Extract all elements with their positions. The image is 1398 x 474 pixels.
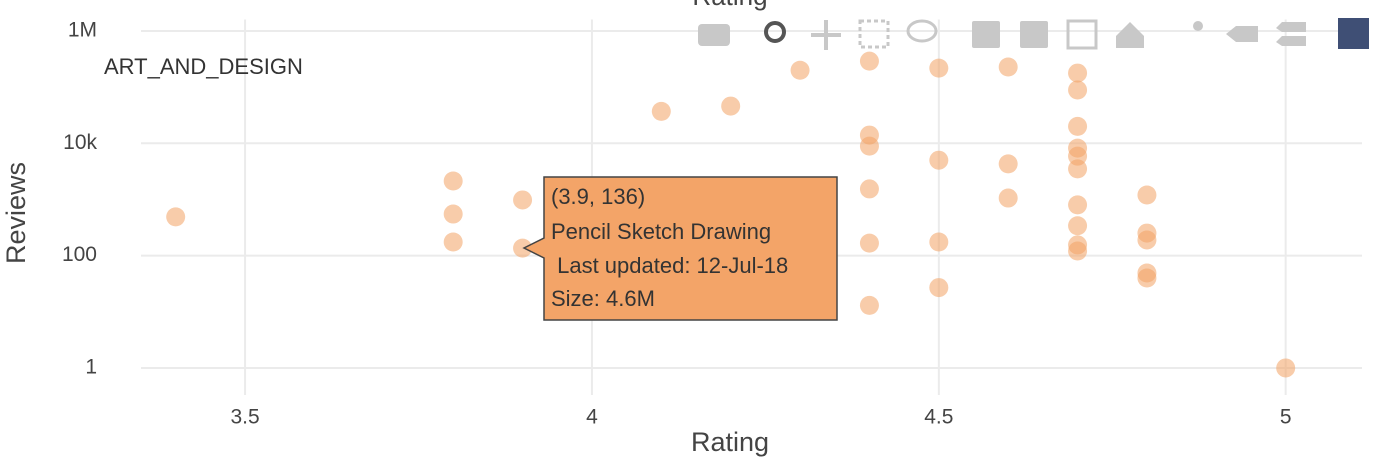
point [859,51,879,71]
point [1068,159,1088,179]
point [1068,116,1088,136]
point [859,179,879,199]
marks [166,51,1296,378]
point [998,188,1018,208]
point [513,190,533,210]
point [651,101,671,121]
zoom-in-button[interactable] [972,21,1000,48]
point [859,136,879,156]
point [1068,195,1088,215]
point [166,207,186,227]
point [1068,80,1088,100]
y-tick-label: 100 [62,243,97,266]
x-tick-label: 3.5 [230,406,259,429]
point [790,60,810,80]
point [1276,358,1296,378]
point [443,171,463,191]
toolbar [698,18,1369,50]
point [998,154,1018,174]
point [859,295,879,315]
reset-button[interactable] [1116,22,1144,48]
chart-title: Rating [692,0,767,11]
tooltip-line: Size: 4.6M [551,286,655,311]
hover-compare-button[interactable] [1276,22,1306,46]
zoom-button[interactable] [764,21,786,43]
spike-button[interactable] [1193,21,1203,31]
y-tick-label: 10k [63,131,97,154]
point [1137,230,1157,250]
point [721,96,741,116]
point [1068,216,1088,236]
point [929,58,949,78]
point [1068,241,1088,261]
point [443,232,463,252]
hover-closest-button[interactable] [1226,26,1258,42]
autoscale-button[interactable] [1066,19,1098,50]
point [443,204,463,224]
y-tick-label: 1 [85,356,97,379]
x-tick-label: 4 [586,406,598,429]
lasso-button[interactable] [906,19,938,43]
y-tick-label: 1M [68,19,97,42]
tooltip-box [522,176,838,321]
tooltip-line: Pencil Sketch Drawing [551,219,771,244]
point [929,150,949,170]
point [513,238,533,258]
tooltip-line: (3.9, 136) [551,184,645,209]
x-tick-label: 4.5 [924,406,953,429]
point [929,232,949,252]
zoom-out-button[interactable] [1020,21,1048,48]
x-tick-label: 5 [1280,406,1292,429]
point [1137,268,1157,288]
tooltip-line: Last updated: 12-Jul-18 [551,253,788,278]
plotly-logo[interactable] [1338,18,1369,49]
annotation: ART_AND_DESIGN [104,54,303,79]
point [929,278,949,298]
y-axis-title: Reviews [1,162,31,264]
point [1137,185,1157,205]
point [1068,63,1088,83]
camera-button[interactable] [698,24,730,46]
point [998,57,1018,77]
x-axis-title: Rating [691,427,769,457]
pan-button[interactable] [811,20,841,50]
tooltip: (3.9, 136) Pencil Sketch Drawing Last up… [522,176,838,321]
point [859,233,879,253]
box-select-button[interactable] [858,19,890,49]
